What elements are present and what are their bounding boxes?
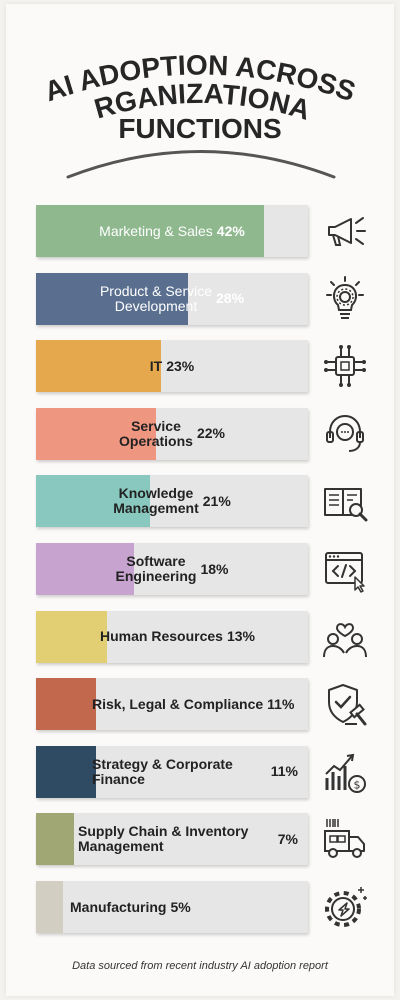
bar-label: Strategy & Corporate Finance 11% <box>36 746 308 798</box>
title-line-3: FUNCTIONS <box>118 113 281 144</box>
bar-row: Service Operations 22% <box>36 407 400 460</box>
code-window-icon <box>321 545 369 593</box>
category-label: Risk, Legal & Compliance <box>92 695 264 712</box>
delivery-truck-icon <box>321 815 369 863</box>
bar <box>36 272 189 325</box>
value-label: 11% <box>270 763 298 780</box>
category-label: IT <box>149 357 163 374</box>
bar <box>36 407 156 460</box>
bar-label: Knowledge Management 21% <box>36 475 308 527</box>
category-label: Knowledge Management <box>113 485 199 517</box>
bar-label: Software Engineering 18% <box>36 543 308 595</box>
bar <box>36 745 96 798</box>
category-label: Product & Service Development <box>99 282 213 314</box>
bar-row: Supply Chain & Inventory Management 7% <box>36 813 400 866</box>
category-label: Supply Chain & Inventory Management <box>78 823 249 855</box>
bar-row: Manufacturing 5% <box>36 881 400 933</box>
bar-row: Risk, Legal & Compliance 11% <box>36 678 400 731</box>
value-label: 5% <box>170 898 191 915</box>
bar-row: Product & Service Development 28% <box>36 272 400 325</box>
value-label: 22% <box>196 425 225 442</box>
category-label: Human Resources <box>100 628 223 645</box>
bar-track <box>36 272 308 325</box>
bar-track <box>36 745 308 798</box>
bar-track <box>36 881 308 933</box>
bar-track <box>36 813 308 866</box>
bar <box>36 610 107 663</box>
bar-row: Knowledge Management 21% <box>36 475 400 528</box>
bar <box>36 678 96 731</box>
bar-label: Product & Service Development 28% <box>36 273 308 325</box>
bar-track <box>36 610 308 663</box>
category-label: Service Operations <box>119 417 193 449</box>
bar-track <box>36 678 308 731</box>
bar-label: Marketing & Sales 42% <box>36 205 308 257</box>
bar-label: Service Operations 22% <box>36 408 308 460</box>
bar <box>36 205 265 257</box>
title-underline <box>66 150 336 179</box>
bar <box>36 881 64 933</box>
bar-row: Human Resources 13% <box>36 610 400 663</box>
value-label: 23% <box>166 357 195 374</box>
value-label: 11% <box>267 695 295 712</box>
bar-track <box>36 340 308 393</box>
bar <box>36 543 134 595</box>
bar-row: IT 23% <box>36 340 400 393</box>
bar-row: Marketing & Sales 42% <box>36 205 400 257</box>
value-label: 18% <box>200 560 229 577</box>
chip-icon <box>321 342 369 390</box>
value-label: 28% <box>216 290 245 307</box>
chart-dollar-icon: $ <box>321 748 369 796</box>
svg-text:$: $ <box>354 778 361 791</box>
bar-track <box>36 475 308 528</box>
bar-label: Supply Chain & Inventory Management 7% <box>36 813 308 865</box>
bar-track <box>36 205 308 257</box>
megaphone-icon <box>321 207 369 255</box>
value-label: 7% <box>277 830 298 847</box>
shield-gavel-icon <box>321 680 369 728</box>
bar <box>36 475 151 528</box>
category-label: Manufacturing <box>70 898 167 915</box>
value-label: 42% <box>216 222 245 239</box>
bar-label: Human Resources 13% <box>36 611 308 663</box>
gear-sparkle-icon <box>321 883 369 931</box>
bar-row: Strategy & Corporate Finance 11% $ <box>36 745 400 798</box>
title-area: AI ADOPTION ACROSS ORGANIZATIONAL FUNCTI… <box>0 0 359 179</box>
bar-row: Software Engineering 18% <box>36 543 400 595</box>
value-label: 13% <box>226 628 255 645</box>
value-label: 21% <box>202 492 231 509</box>
book-magnifier-icon <box>321 477 369 525</box>
bar-label: Risk, Legal & Compliance 11% <box>36 678 308 730</box>
lightbulb-gear-icon <box>321 275 369 323</box>
category-label: Strategy & Corporate Finance <box>92 755 233 787</box>
footnote: Data sourced from recent industry AI ado… <box>72 960 328 972</box>
category-label: Software Engineering <box>115 553 197 584</box>
headset-chat-icon <box>321 410 369 458</box>
bar-label: IT 23% <box>36 340 308 392</box>
bar-track <box>36 407 308 460</box>
bar-track <box>36 543 308 595</box>
bar <box>36 340 162 393</box>
people-heart-icon <box>321 613 369 661</box>
category-label: Marketing & Sales <box>99 222 213 239</box>
bar-label: Manufacturing 5% <box>36 881 308 933</box>
bar <box>36 813 75 866</box>
